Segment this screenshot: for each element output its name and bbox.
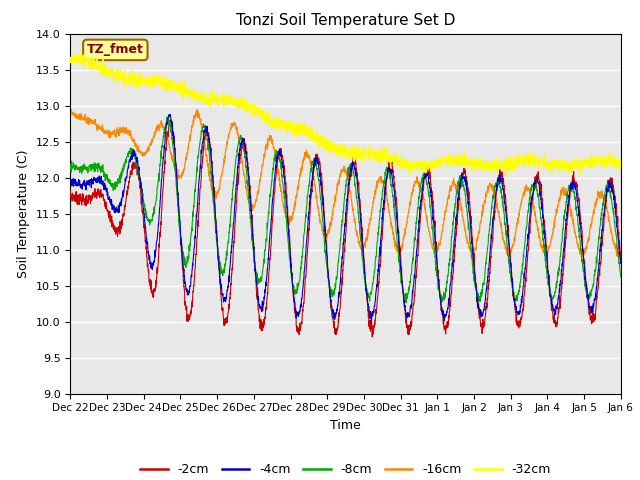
X-axis label: Time: Time: [330, 419, 361, 432]
Y-axis label: Soil Temperature (C): Soil Temperature (C): [17, 149, 30, 278]
Title: Tonzi Soil Temperature Set D: Tonzi Soil Temperature Set D: [236, 13, 455, 28]
Text: TZ_fmet: TZ_fmet: [87, 43, 144, 56]
Legend: -2cm, -4cm, -8cm, -16cm, -32cm: -2cm, -4cm, -8cm, -16cm, -32cm: [135, 458, 556, 480]
